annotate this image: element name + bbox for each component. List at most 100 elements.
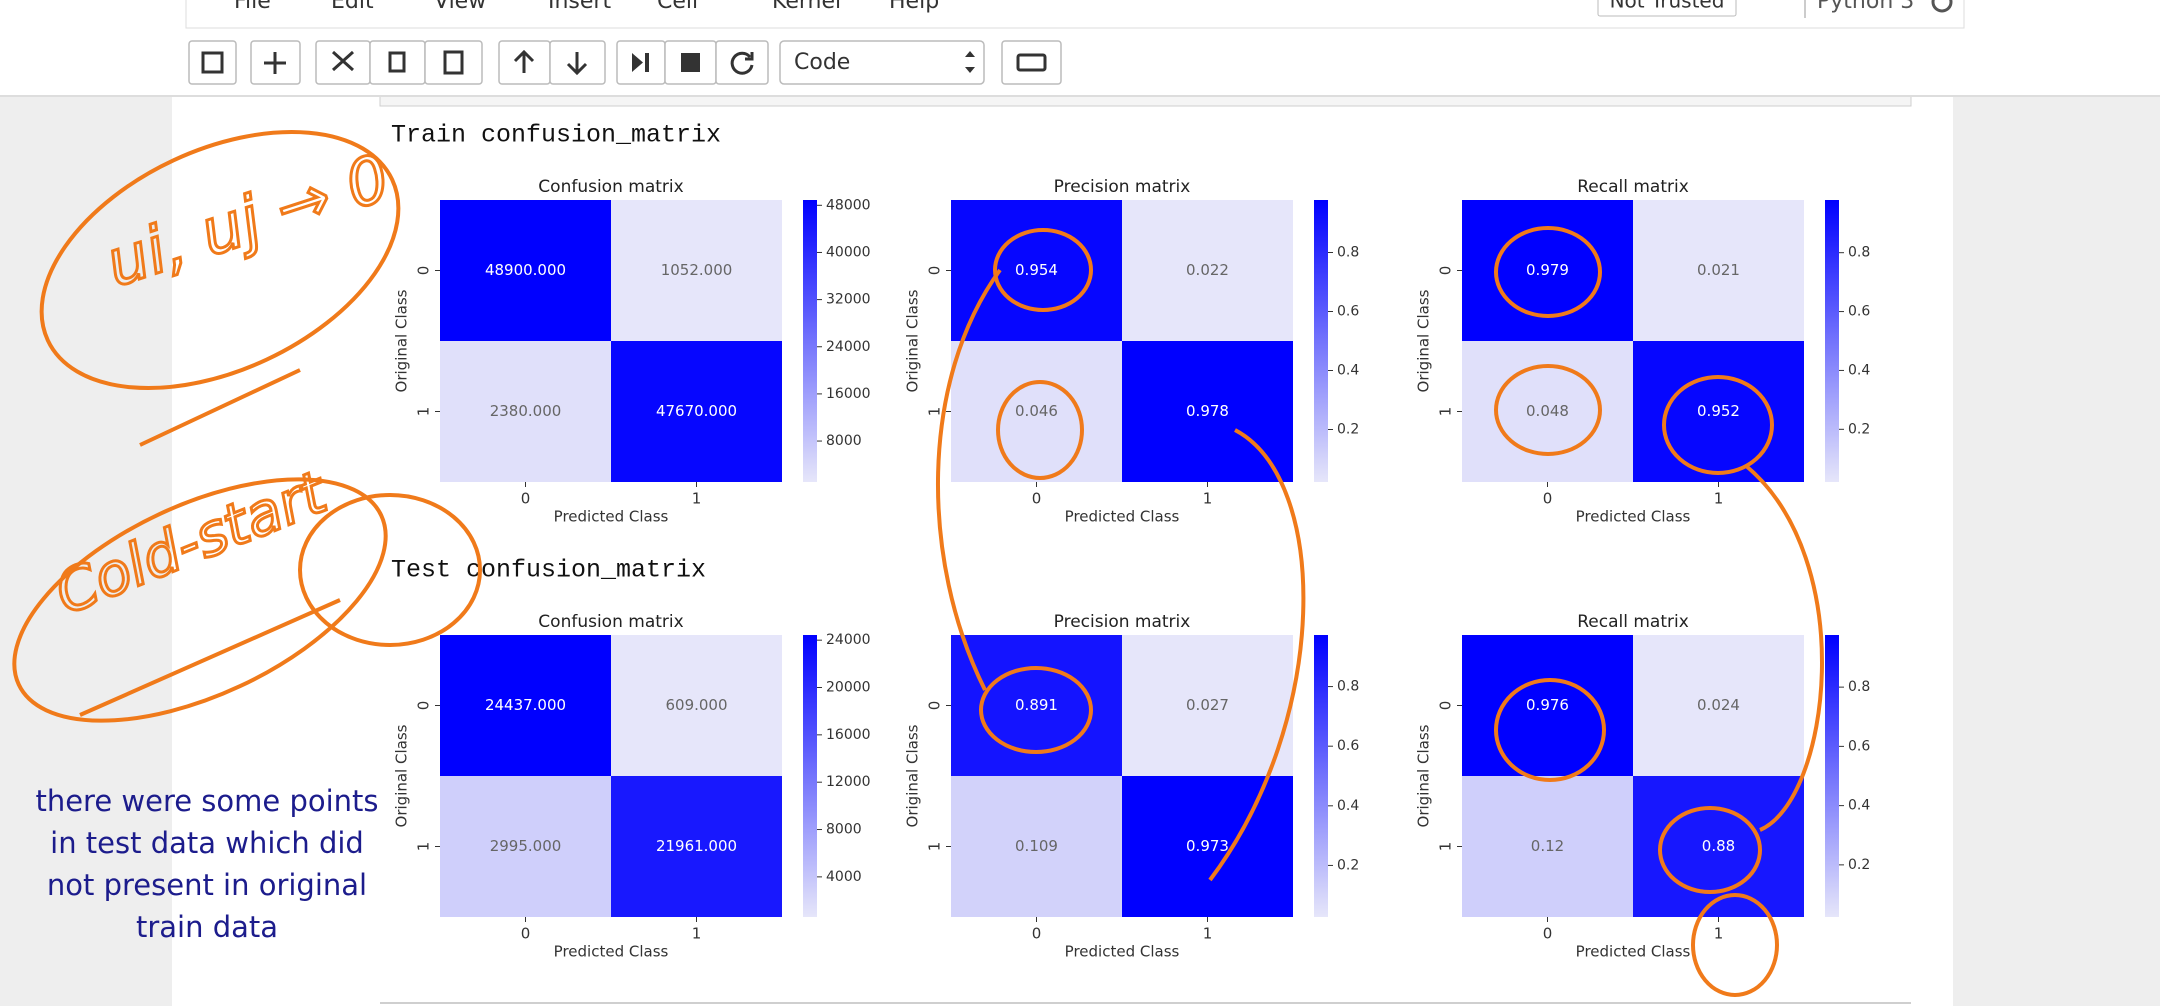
ink-ellipse [1662, 375, 1774, 475]
y-axis-label: Original Class [1415, 289, 1433, 392]
section-heading: Train confusion_matrix [391, 121, 721, 150]
menu-item[interactable]: File [234, 0, 271, 14]
heatmap-cell [611, 200, 782, 341]
heatmap-cell [611, 341, 782, 482]
heatmap-cell [951, 200, 1122, 341]
heatmap-cell [1122, 635, 1293, 776]
ink-ellipse [1494, 226, 1602, 318]
cut-icon [331, 50, 355, 72]
x-axis-label: Predicted Class [1576, 508, 1691, 526]
cell-label: 0.979 [1526, 261, 1569, 279]
heatmap-cell [440, 635, 611, 776]
menu-item[interactable]: View [434, 0, 486, 14]
colorbar [1825, 200, 1839, 482]
cell-label: 0.021 [1697, 261, 1740, 279]
colorbar-tick-label: 0.2 [1848, 421, 1870, 437]
colorbar-tick-label: 0.8 [1337, 245, 1359, 261]
colorbar-tick-label: 0.2 [1337, 857, 1359, 873]
cell-label: 21961.000 [656, 837, 737, 855]
colorbar-tick-label: 32000 [826, 292, 871, 308]
cell-type-select[interactable] [779, 40, 985, 85]
up-icon [513, 49, 535, 73]
menu-item[interactable]: Help [889, 0, 939, 14]
paste-button[interactable] [424, 40, 483, 85]
x-tick-label: 0 [1032, 925, 1042, 943]
x-tick-label: 0 [1032, 490, 1042, 508]
trust-box[interactable] [1597, 0, 1737, 17]
save-icon [201, 51, 224, 74]
x-axis-label: Predicted Class [1065, 943, 1180, 961]
cell-type[interactable]: Code [794, 50, 850, 75]
cell-label: 0.027 [1186, 696, 1229, 714]
ink-ellipse [1494, 364, 1602, 456]
heatmap-cell [951, 776, 1122, 917]
colorbar-tick-label: 16000 [826, 386, 871, 402]
heatmap-cell [1122, 341, 1293, 482]
x-tick-label: 0 [521, 925, 531, 943]
colorbar-tick-label: 12000 [826, 774, 871, 790]
colorbar-tick-label: 40000 [826, 244, 871, 260]
menu-item[interactable]: Kernel [772, 0, 841, 14]
colorbar-tick-label: 24000 [826, 632, 871, 648]
x-axis-label: Predicted Class [554, 508, 669, 526]
colorbar-tick-label: 0.2 [1848, 857, 1870, 873]
heatmap-cell [611, 776, 782, 917]
heatmap-cell [1122, 200, 1293, 341]
section-heading: Test confusion_matrix [391, 556, 706, 585]
x-tick-label: 1 [1714, 925, 1724, 943]
keyboard-button[interactable] [1001, 40, 1062, 85]
ink-annotations [12, 129, 1824, 997]
menu-item[interactable]: Insert [548, 0, 611, 14]
keyboard-icon [1016, 53, 1047, 72]
colorbar-tick-label: 48000 [826, 197, 871, 213]
y-axis-label: Original Class [904, 724, 922, 827]
trust-status[interactable]: Not Trusted [1610, 0, 1725, 13]
x-tick-label: 0 [1543, 490, 1553, 508]
y-axis-label: Original Class [393, 289, 411, 392]
cell-label: 0.976 [1526, 696, 1569, 714]
colorbar-tick-label: 4000 [826, 869, 862, 885]
cell-label: 1052.000 [661, 261, 733, 279]
ink-ellipse [39, 129, 401, 391]
colorbar-tick-label: 0.8 [1848, 679, 1870, 695]
colorbar [803, 635, 817, 917]
colorbar [1314, 200, 1328, 482]
ink-ellipse [993, 228, 1093, 312]
x-tick-label: 0 [1543, 925, 1553, 943]
colorbar-tick-label: 24000 [826, 339, 871, 355]
colorbar [1825, 635, 1839, 917]
ink-ellipse [996, 380, 1084, 480]
cell-label: 24437.000 [485, 696, 566, 714]
copy-button[interactable] [369, 40, 426, 85]
colorbar-tick-label: 16000 [826, 727, 871, 743]
x-tick-label: 1 [692, 925, 702, 943]
colorbar-tick-label: 0.6 [1848, 304, 1870, 320]
menu-item[interactable]: Cell [657, 0, 698, 14]
ink-ellipse [12, 477, 388, 723]
x-tick-label: 1 [1714, 490, 1724, 508]
colorbar-tick-label: 0.4 [1848, 362, 1870, 378]
kernel-indicator [1931, 0, 1953, 13]
kernel-name: Python 3 [1817, 0, 1914, 14]
note-line: in test data which did [50, 826, 364, 860]
heatmap-cell [1122, 776, 1293, 917]
colorbar-tick-label: 0.6 [1337, 738, 1359, 754]
chart-title: Precision matrix [1054, 177, 1191, 197]
restart-button[interactable] [715, 40, 769, 85]
cell-label: 0.973 [1186, 837, 1229, 855]
heatmap-cell [1462, 776, 1633, 917]
chart-title: Recall matrix [1577, 612, 1689, 632]
paste-icon [443, 50, 464, 75]
colorbar-tick-label: 0.4 [1337, 798, 1359, 814]
heatmap-cell [1462, 635, 1633, 776]
colorbar-tick-label: 0.2 [1337, 421, 1359, 437]
y-tick-label: 1 [1437, 842, 1455, 852]
stop-icon [681, 53, 700, 72]
heatmap-cell [440, 341, 611, 482]
down-icon [566, 52, 588, 76]
cell-label: 0.046 [1015, 402, 1058, 420]
cell-label: 0.891 [1015, 696, 1058, 714]
save-button[interactable] [188, 40, 237, 85]
menu-item[interactable]: Edit [331, 0, 374, 14]
